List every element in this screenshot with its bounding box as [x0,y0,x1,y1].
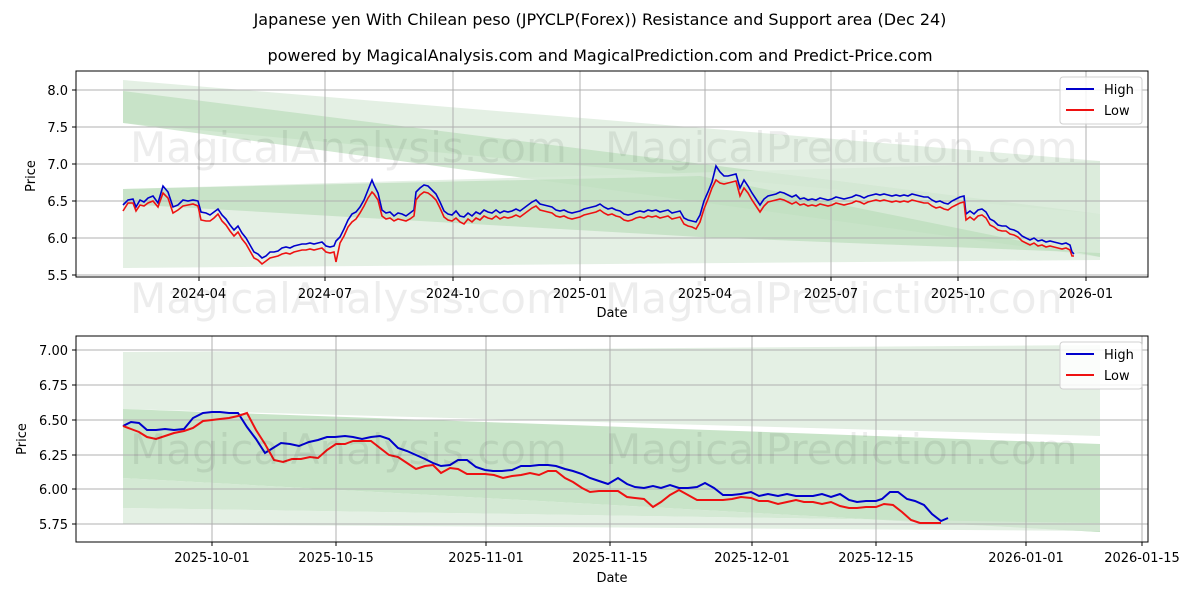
svg-text:2024-07: 2024-07 [298,287,352,302]
svg-text:2025-01: 2025-01 [553,287,607,302]
bottom-y-axis-label: Price [15,423,30,455]
bottom-y-ticks: 5.75 6.00 6.25 6.50 6.75 7.00 [39,344,76,533]
svg-text:2025-12-15: 2025-12-15 [838,551,914,566]
svg-text:2025-10: 2025-10 [931,287,985,302]
series-high-bottom [122,411,949,523]
band-support-inner-bottom [123,478,1100,532]
series-low-bottom [122,411,941,524]
band-support-inner [123,176,1100,257]
watermark-analysis-2: MagicalAnalysis.com [130,274,567,323]
svg-text:2025-10-15: 2025-10-15 [298,551,374,566]
chart-title: Japanese yen With Chilean peso (JPYCLP(F… [253,10,947,29]
svg-text:2024-04: 2024-04 [172,287,226,302]
watermark-prediction-2: MagicalPrediction.com [605,274,1078,323]
svg-text:6.00: 6.00 [39,483,68,498]
top-y-ticks: 5.5 6.0 6.5 7.0 7.5 8.0 [47,84,76,284]
svg-text:8.0: 8.0 [47,84,68,99]
svg-text:5.75: 5.75 [39,518,68,533]
bottom-x-ticks: 2025-10-01 2025-10-15 2025-11-01 2025-11… [174,542,1180,566]
svg-text:2025-10-01: 2025-10-01 [174,551,250,566]
bottom-x-axis-label: Date [596,571,627,586]
bottom-grid [76,336,1148,542]
top-grid [76,71,1148,277]
watermark-analysis-bottom: MagicalAnalysis.com [130,425,567,474]
svg-text:2024-10: 2024-10 [426,287,480,302]
band-support-outer-bottom [123,508,1100,531]
top-axes-frame [75,70,1149,278]
svg-text:2025-12-01: 2025-12-01 [714,551,790,566]
svg-text:2025-04: 2025-04 [678,287,732,302]
watermark-analysis: MagicalAnalysis.com [130,123,567,172]
legend-low-label-bottom: Low [1104,369,1130,384]
bottom-legend: High Low [1059,341,1143,390]
svg-text:6.5: 6.5 [47,195,68,210]
svg-text:7.00: 7.00 [39,344,68,359]
svg-text:2025-11-15: 2025-11-15 [572,551,648,566]
svg-text:2025-11-01: 2025-11-01 [448,551,524,566]
svg-text:6.75: 6.75 [39,379,68,394]
svg-text:2026-01: 2026-01 [1059,287,1113,302]
series-high-top [122,164,1075,259]
svg-text:7.0: 7.0 [47,158,68,173]
watermark-prediction: MagicalPrediction.com [605,123,1078,172]
svg-text:6.50: 6.50 [39,414,68,429]
bottom-panel: MagicalAnalysis.com MagicalPrediction.co… [15,335,1180,586]
svg-text:7.5: 7.5 [47,121,68,136]
band-resistance-outer-bottom [123,345,1100,436]
watermark-prediction-bottom: MagicalPrediction.com [605,425,1078,474]
top-legend: High Low [1059,76,1143,125]
svg-text:5.5: 5.5 [47,269,68,284]
svg-text:2026-01-01: 2026-01-01 [988,551,1064,566]
top-x-ticks: 2024-04 2024-07 2024-10 2025-01 2025-04 … [172,277,1113,302]
legend-low-label: Low [1104,104,1130,119]
top-y-axis-label: Price [24,160,39,192]
series-low-top [122,178,1074,266]
top-panel: MagicalAnalysis.com MagicalPrediction.co… [24,70,1149,323]
svg-text:2026-01-15: 2026-01-15 [1104,551,1180,566]
svg-text:6.25: 6.25 [39,449,68,464]
legend-high-label: High [1104,83,1134,98]
chart-subtitle: powered by MagicalAnalysis.com and Magic… [267,46,933,65]
legend-high-label-bottom: High [1104,348,1134,363]
bottom-axes-frame [75,335,1149,543]
svg-text:2025-07: 2025-07 [804,287,858,302]
svg-text:6.0: 6.0 [47,232,68,247]
top-x-axis-label: Date [596,306,627,321]
